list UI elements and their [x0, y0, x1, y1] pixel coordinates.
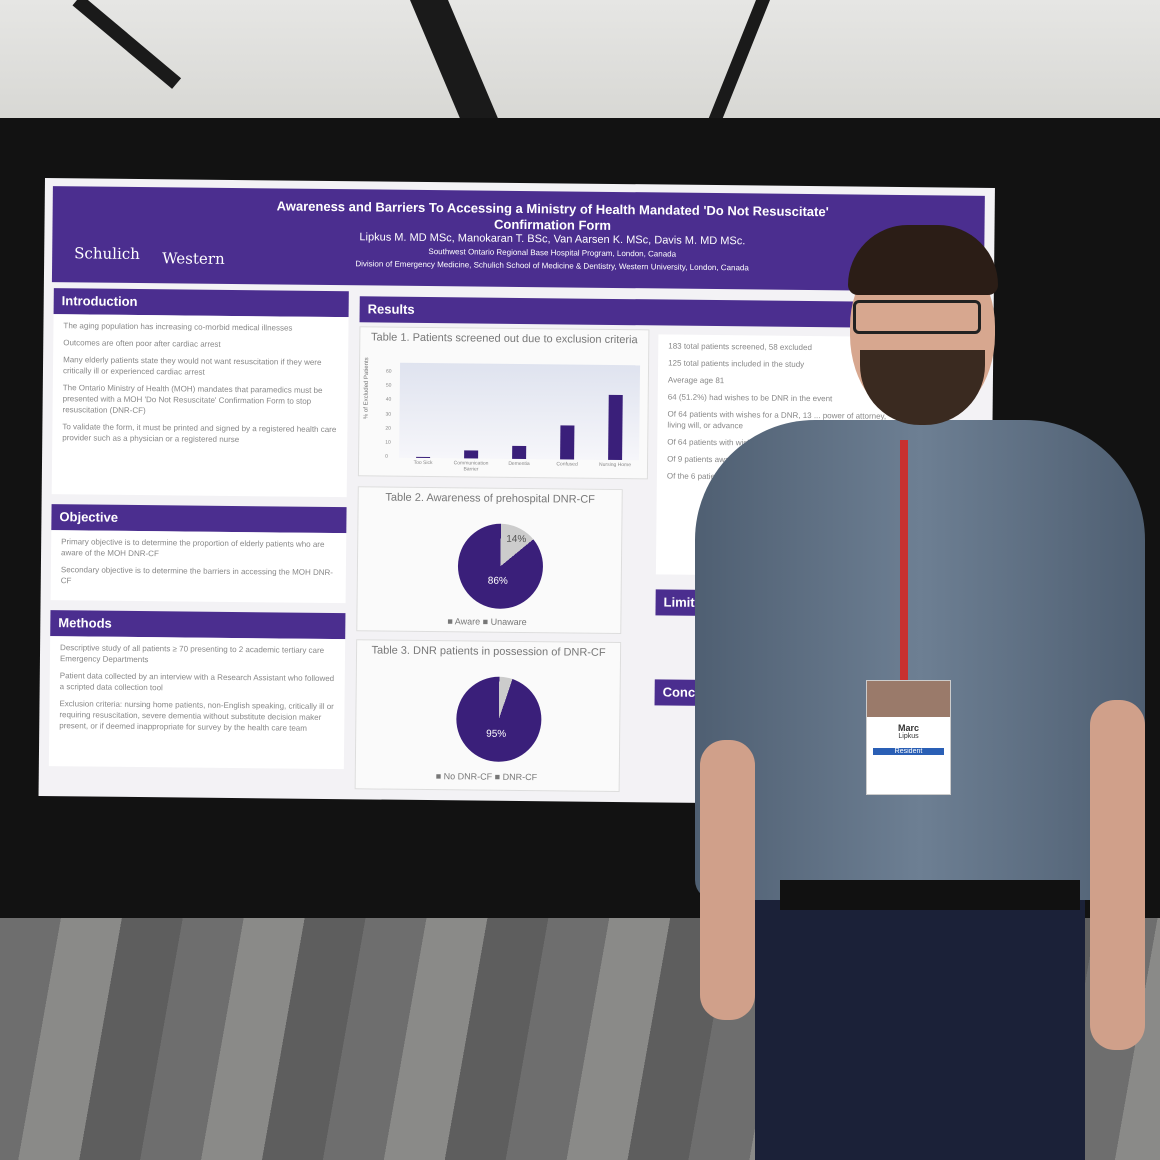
y-tick-label: 20: [385, 425, 391, 432]
x-tick-label: Dementia: [508, 460, 530, 468]
bullet: Outcomes are often poor after cardiac ar…: [63, 338, 221, 349]
bullet: Average age 81: [667, 375, 725, 386]
bullet: Descriptive study of all patients ≥ 70 p…: [59, 643, 325, 665]
glasses: [853, 300, 981, 334]
legend-item: Unaware: [490, 616, 527, 628]
intro-box: The aging population has increasing co-m…: [51, 314, 349, 498]
bullet: Secondary objective is to determine the …: [60, 565, 334, 586]
bullet: 64 (51.2%) had wishes to be DNR in the e…: [667, 392, 833, 404]
x-tick-label: Nursing Home: [599, 461, 632, 469]
bullet: Primary objective is to determine the pr…: [61, 537, 325, 559]
slice-label: 95%: [486, 728, 507, 740]
y-tick-label: 60: [385, 368, 392, 375]
bullet: Many elderly patients state they would n…: [62, 355, 322, 377]
section-heading: Methods: [50, 610, 346, 640]
person-left-arm: [700, 740, 755, 1020]
lanyard: [900, 440, 908, 680]
bullet: Patient data collected by an interview w…: [59, 671, 335, 693]
bullet: Exclusion criteria: nursing home patient…: [59, 699, 334, 733]
bar: [608, 394, 623, 461]
y-tick-label: 50: [385, 382, 392, 389]
belt: [780, 880, 1080, 910]
x-tick-label: Communication Barrier: [453, 460, 489, 473]
pie-chart: 95% 5%: [455, 676, 542, 763]
schulich-logo: Schulich: [74, 244, 140, 263]
poster-banner: Schulich Western Awareness and Barriers …: [51, 186, 985, 292]
bullet: To validate the form, it must be printed…: [62, 422, 337, 445]
y-tick-label: 10: [385, 439, 391, 446]
legend: ■ No DNR-CF ■ DNR-CF: [435, 771, 538, 783]
chart-title: Table 1. Patients screened out due to ex…: [370, 331, 638, 347]
bar: [416, 456, 431, 459]
western-logo: Western: [162, 249, 225, 268]
x-tick-label: Confused: [556, 461, 578, 468]
legend-item: DNR-CF: [502, 771, 538, 783]
chart-title: Table 2. Awareness of prehospital DNR-CF: [385, 491, 595, 506]
y-tick-label: 40: [385, 396, 392, 403]
bullet: The aging population has increasing co-m…: [63, 321, 293, 333]
person-hair: [848, 225, 998, 295]
badge-name: Marc: [897, 723, 919, 733]
badge-surname: Lipkus: [898, 733, 919, 740]
table2-chart: Table 2. Awareness of prehospital DNR-CF…: [356, 486, 623, 635]
badge-role: Resident: [873, 748, 944, 755]
methods-box: Descriptive study of all patients ≥ 70 p…: [48, 636, 346, 770]
section-heading: Objective: [51, 504, 347, 534]
bullet: The Ontario Ministry of Health (MOH) man…: [62, 383, 323, 416]
person-right-arm: [1090, 700, 1145, 1050]
name-badge: Marc Lipkus Resident: [866, 680, 951, 795]
plot-area: Too Sick Communication Barrier Dementia Con…: [385, 362, 641, 473]
table1-chart: Table 1. Patients screened out due to ex…: [357, 326, 650, 480]
table3-chart: Table 3. DNR patients in possession of D…: [354, 639, 622, 793]
legend-item: No DNR-CF: [443, 771, 493, 782]
section-heading: Introduction: [53, 288, 349, 318]
pie-chart: 14% 86%: [457, 523, 544, 610]
bar: [512, 446, 527, 460]
y-axis-label: % of Excluded Patients: [363, 357, 371, 420]
chart-title: Table 3. DNR patients in possession of D…: [371, 644, 606, 659]
person-shirt: [695, 420, 1145, 900]
person-trousers: [755, 875, 1085, 1160]
x-tick-label: Too Sick: [413, 459, 433, 467]
legend: ■ Aware ■ Unaware: [447, 616, 527, 628]
slice-label: 14%: [506, 533, 527, 546]
legend-item: Aware: [454, 616, 481, 627]
objective-box: Primary objective is to determine the pr…: [50, 530, 347, 604]
bar: [560, 425, 575, 460]
y-tick-label: 0: [385, 453, 388, 460]
left-column: Introduction The aging population has in…: [48, 288, 349, 770]
slice-label: 86%: [487, 575, 508, 587]
bar: [464, 449, 479, 459]
y-tick-label: 30: [385, 411, 392, 418]
